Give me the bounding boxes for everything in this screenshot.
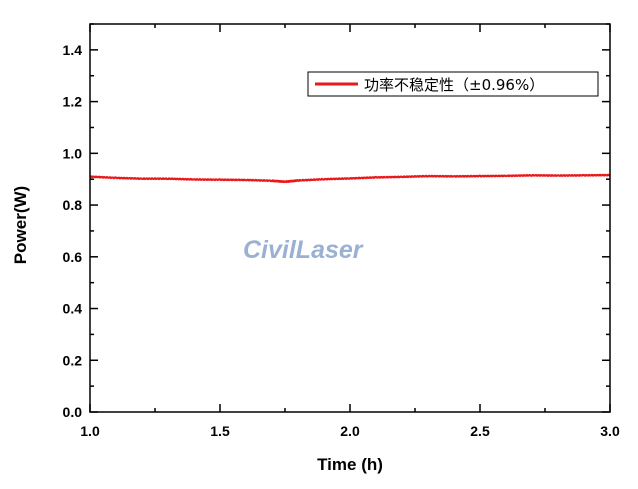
y-axis-title: Power(W) — [11, 186, 30, 264]
x-tick-label: 2.5 — [470, 423, 490, 439]
y-tick-label: 1.0 — [63, 145, 83, 161]
series-line-power — [89, 173, 611, 184]
y-tick-label: 1.2 — [63, 94, 83, 110]
plot-frame — [89, 23, 611, 413]
y-tick-label: 0.8 — [63, 197, 83, 213]
legend: 功率不稳定性（±0.96%） — [307, 71, 599, 97]
x-tick-label: 3.0 — [600, 423, 620, 439]
x-tick-label: 2.0 — [340, 423, 360, 439]
y-tick-label: 0.6 — [63, 249, 83, 265]
y-tick-label: 1.4 — [63, 42, 83, 58]
y-tick-label: 0.2 — [63, 352, 83, 368]
watermark-logo-text: CivilLaser — [243, 236, 364, 264]
y-tick-label: 0.0 — [63, 404, 83, 420]
series-layer — [89, 173, 611, 184]
x-tick-label: 1.0 — [80, 423, 100, 439]
y-tick-label: 0.4 — [63, 301, 83, 317]
x-tick-label: 1.5 — [210, 423, 230, 439]
legend-label: 功率不稳定性（±0.96%） — [364, 76, 544, 94]
x-axis-title: Time (h) — [317, 455, 383, 474]
